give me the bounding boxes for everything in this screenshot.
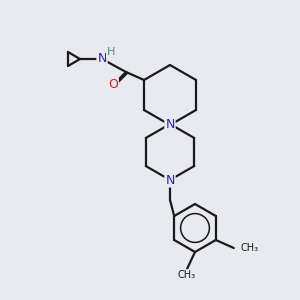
Text: CH₃: CH₃	[241, 243, 259, 253]
Text: CH₃: CH₃	[178, 270, 196, 280]
Text: N: N	[165, 173, 175, 187]
Text: O: O	[108, 79, 118, 92]
Text: H: H	[107, 47, 115, 57]
Text: N: N	[97, 52, 107, 65]
Text: N: N	[165, 118, 175, 131]
